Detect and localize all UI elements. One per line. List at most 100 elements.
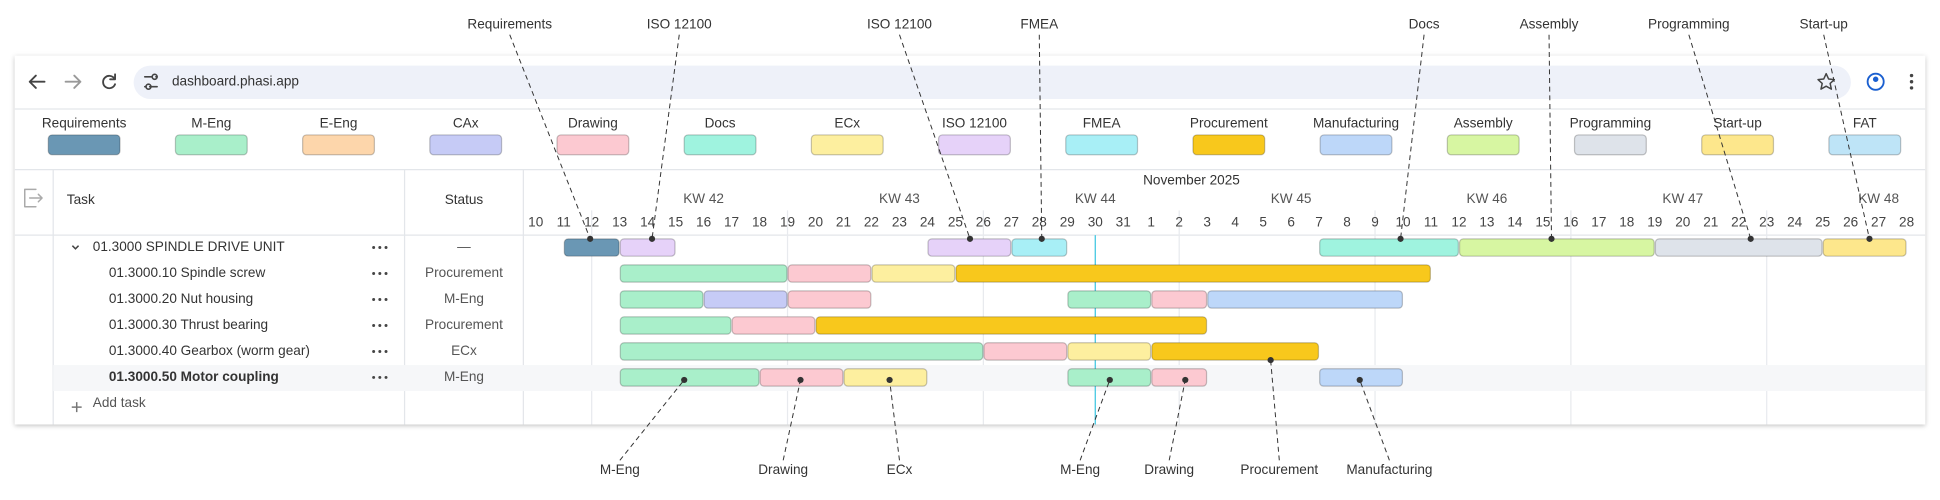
menu-button[interactable]: [1909, 73, 1914, 90]
legend-swatch[interactable]: [47, 134, 121, 156]
row-menu-dot[interactable]: [378, 349, 382, 353]
gantt-bar[interactable]: [871, 264, 956, 283]
callout-line: [509, 34, 591, 240]
row-menu-dot[interactable]: [378, 323, 382, 327]
day-label: 30: [1088, 214, 1104, 229]
gantt-bar[interactable]: [955, 264, 1431, 283]
gantt-bar[interactable]: [1151, 290, 1208, 309]
task-header: Task: [67, 192, 95, 207]
task-name[interactable]: 01.3000 SPINDLE DRIVE UNIT: [93, 239, 285, 254]
gantt-bar[interactable]: [1067, 290, 1152, 309]
site-info-icon-part: [151, 73, 158, 81]
day-label: 15: [1535, 214, 1550, 229]
day-label: 22: [864, 214, 879, 229]
task-name[interactable]: 01.3000.50 Motor coupling: [109, 369, 279, 384]
gantt-bar[interactable]: [787, 264, 872, 283]
gantt-bar[interactable]: [1151, 368, 1208, 387]
row-menu-dot[interactable]: [372, 375, 376, 379]
row-menu-dot[interactable]: [384, 375, 388, 379]
legend-label: Manufacturing: [1313, 115, 1399, 130]
gantt-bar[interactable]: [815, 316, 1208, 335]
gantt-bar[interactable]: [1067, 342, 1152, 361]
day-label: 11: [557, 214, 571, 229]
legend-swatch[interactable]: [556, 134, 630, 156]
callout-dot: [966, 235, 974, 242]
legend-swatch[interactable]: [174, 134, 248, 156]
gantt-bar[interactable]: [1654, 238, 1823, 257]
forward-button[interactable]: [64, 74, 82, 89]
legend-swatch[interactable]: [1828, 134, 1902, 156]
row-menu-dot[interactable]: [384, 298, 388, 301]
gantt-bar[interactable]: [619, 238, 676, 257]
day-label: 19: [1647, 214, 1662, 229]
gantt-bar[interactable]: [619, 264, 788, 283]
profile-button[interactable]: [1866, 72, 1885, 91]
day-label: 20: [1675, 214, 1691, 229]
callout-line: [1079, 379, 1111, 461]
legend-swatch[interactable]: [810, 134, 884, 156]
legend-swatch[interactable]: [937, 134, 1011, 156]
bookmark-star[interactable]: [1817, 72, 1836, 90]
row-menu-dot[interactable]: [384, 349, 388, 353]
gantt-bar[interactable]: [1822, 238, 1907, 257]
legend-swatch[interactable]: [302, 134, 376, 156]
legend-swatch[interactable]: [1573, 134, 1647, 156]
row-menu-dot[interactable]: [378, 246, 382, 250]
task-name[interactable]: 01.3000.30 Thrust bearing: [109, 317, 268, 332]
legend-label: Docs: [705, 115, 736, 130]
legend-label: E-Eng: [320, 115, 358, 130]
row-menu-dot[interactable]: [372, 298, 376, 301]
legend-swatch[interactable]: [1065, 134, 1139, 156]
gantt-bar[interactable]: [619, 290, 704, 309]
day-label: 10: [1395, 214, 1411, 229]
callout-dot: [797, 376, 804, 384]
legend-swatch[interactable]: [429, 134, 503, 156]
add-task-icon[interactable]: [71, 402, 82, 413]
legend-swatch[interactable]: [1701, 134, 1775, 156]
legend-swatch[interactable]: [1319, 134, 1393, 156]
task-name[interactable]: 01.3000.40 Gearbox (worm gear): [109, 343, 310, 358]
legend-swatch[interactable]: [1446, 134, 1520, 156]
task-name[interactable]: 01.3000.20 Nut housing: [109, 291, 253, 306]
legend-swatch[interactable]: [1192, 134, 1266, 156]
reload-button[interactable]: [102, 73, 116, 90]
callout-dot: [1038, 235, 1045, 242]
gantt-bar[interactable]: [843, 368, 928, 387]
row-menu-dot[interactable]: [372, 272, 376, 275]
task-name[interactable]: 01.3000.10 Spindle screw: [109, 265, 266, 280]
legend-label: CAx: [453, 115, 479, 130]
row-menu-dot[interactable]: [378, 272, 382, 275]
callout-label: Assembly: [1520, 16, 1579, 31]
gantt-bar[interactable]: [787, 290, 872, 309]
row-menu-dot[interactable]: [372, 323, 376, 327]
legend-label: Requirements: [42, 115, 127, 130]
gantt-bar[interactable]: [731, 316, 816, 335]
callout-line: [1688, 34, 1752, 240]
collapse-panel-button[interactable]: [24, 188, 43, 208]
row-menu-dot[interactable]: [384, 246, 388, 250]
gantt-bar[interactable]: [1011, 238, 1068, 257]
back-button[interactable]: [28, 74, 46, 89]
row-menu-dot[interactable]: [378, 298, 382, 301]
gantt-bar[interactable]: [1458, 238, 1655, 257]
row-menu-dot[interactable]: [378, 375, 382, 379]
day-label: 24: [920, 214, 936, 229]
gantt-bar[interactable]: [1207, 290, 1404, 309]
gantt-bar[interactable]: [703, 290, 788, 309]
gantt-bar[interactable]: [619, 368, 760, 387]
gantt-bar[interactable]: [1319, 238, 1459, 257]
row-menu-dot[interactable]: [384, 323, 388, 327]
gantt-bar[interactable]: [619, 342, 984, 361]
add-task[interactable]: Add task: [93, 395, 146, 410]
row-menu-dot[interactable]: [372, 246, 376, 250]
gantt-bar[interactable]: [983, 342, 1068, 361]
row-menu-dot[interactable]: [384, 272, 388, 275]
day-label: 4: [1231, 214, 1239, 229]
day-label: 24: [1787, 214, 1803, 229]
gantt-bar[interactable]: [619, 316, 732, 335]
address-bar[interactable]: [133, 65, 1851, 100]
collapse-chevron[interactable]: [71, 245, 80, 250]
gantt-bar[interactable]: [1151, 342, 1320, 361]
legend-swatch[interactable]: [683, 134, 757, 156]
row-menu-dot[interactable]: [372, 349, 376, 353]
